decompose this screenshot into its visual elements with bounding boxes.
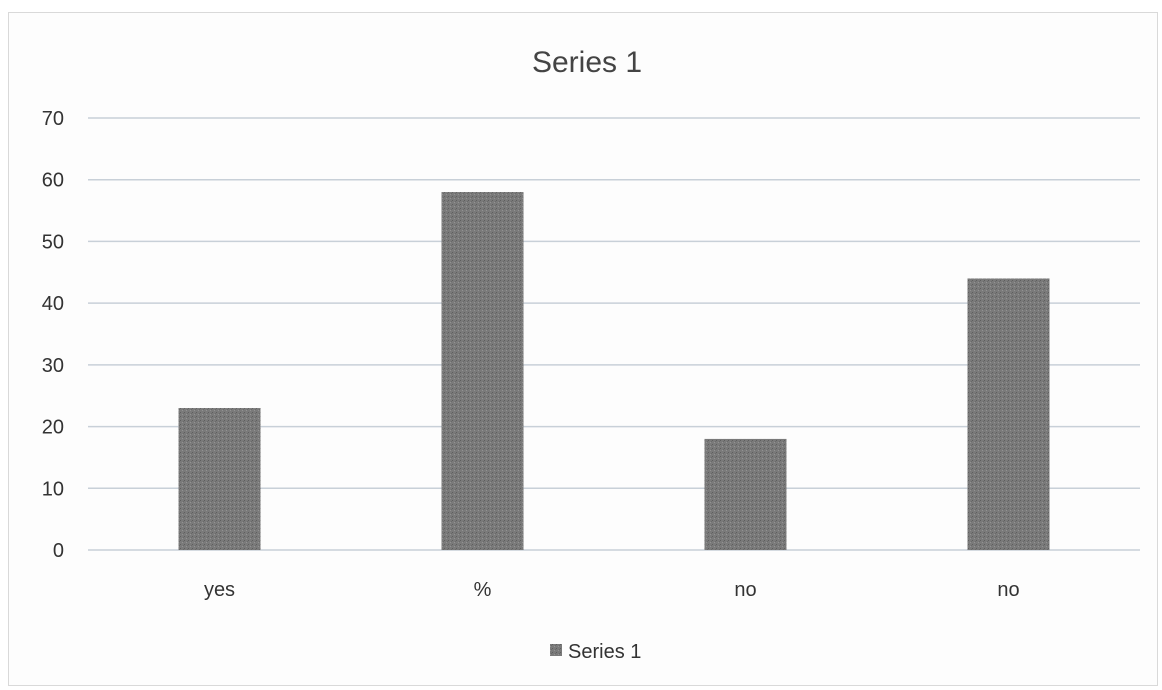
chart-title: Series 1 (532, 46, 642, 79)
bar-1 (441, 192, 524, 551)
bar-0 (178, 408, 261, 550)
y-tick-label: 0 (53, 540, 64, 562)
y-tick-label: 60 (42, 170, 64, 192)
x-category-label: yes (204, 579, 235, 601)
legend-swatch (550, 644, 562, 656)
y-tick-label: 20 (42, 417, 64, 439)
x-category-label: no (734, 579, 756, 601)
legend: Series 1 (550, 641, 641, 663)
bars (178, 192, 1050, 551)
gridlines (88, 117, 1140, 551)
x-category-label: % (474, 579, 492, 601)
bar-2 (704, 438, 787, 550)
y-tick-label: 30 (42, 355, 64, 377)
chart-frame (8, 12, 1158, 686)
bar-3 (967, 278, 1050, 550)
x-axis-labels: yes% no no (204, 579, 1020, 601)
legend-entry: Series 1 (568, 641, 641, 663)
y-tick-label: 10 (42, 478, 64, 500)
y-axis-ticks: 0 10 20 30 40 50 60 70 (42, 108, 64, 562)
y-tick-label: 50 (42, 231, 64, 253)
y-tick-label: 70 (42, 108, 64, 130)
y-tick-label: 40 (42, 293, 64, 315)
x-category-label: no (997, 579, 1019, 601)
